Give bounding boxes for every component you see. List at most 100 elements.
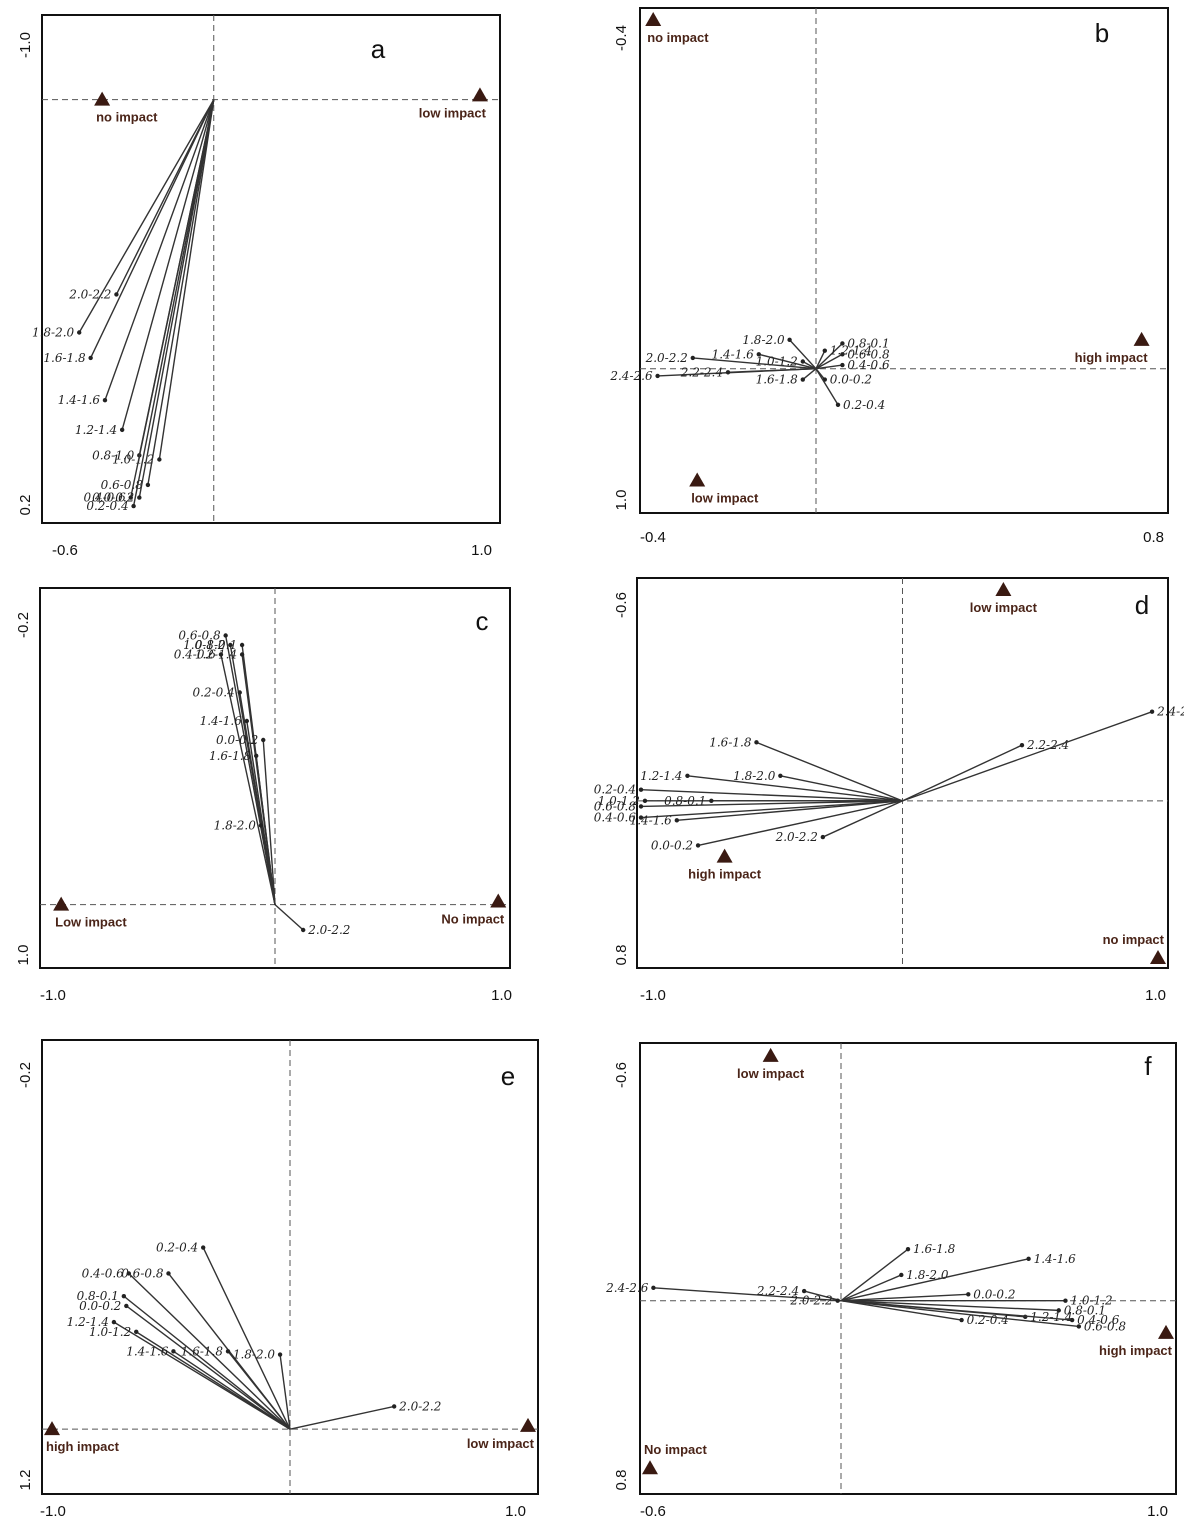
vector-0-4-0-6	[640, 800, 903, 819]
vector-0-4-0-6	[130, 99, 215, 498]
vector-label: 2.0-2.2	[398, 1399, 441, 1413]
y-tick-label: -0.6	[613, 592, 630, 618]
vector-label: 1.0-1.2	[598, 794, 640, 808]
treatment-label-low-impact: low impact	[691, 491, 759, 506]
vector-label: 0.8-1.0	[92, 448, 135, 462]
vector-label: 0.6-0.8	[1084, 1319, 1127, 1333]
vector-tip	[899, 1272, 904, 1278]
treatment-marker	[645, 12, 662, 26]
vector-tip	[835, 1298, 840, 1303]
vector-label: 0.4-0.6	[82, 1266, 125, 1280]
vector-tip	[239, 652, 245, 657]
vector-tip	[822, 348, 827, 353]
x-tick-label: 1.0	[505, 1503, 526, 1520]
vector-0-4-0-6	[815, 364, 843, 370]
vector-label: 1.6-1.8	[181, 1344, 224, 1358]
vector-tip	[77, 330, 82, 335]
vector-label: 0.4-0.6	[1077, 1313, 1120, 1327]
panel-c: -1.0 1.0 -0.2 1.0 c 0.6-0.81.0-1.20.8-0.10.4-…	[15, 587, 512, 1004]
treatment-marker	[1150, 950, 1166, 964]
vector-tip	[237, 690, 242, 695]
vector-label: 1.0-1.2	[89, 1325, 131, 1339]
panel-e: -1.0 1.0 -0.2 1.2 e 0.2-0.4 0.4-0.60.6-0.80.8-…	[17, 1039, 539, 1520]
y-tick-label: 1.0	[613, 490, 630, 511]
vector-label: 0.8-0.1	[664, 794, 706, 808]
vector-label: 2.4-2.6	[1156, 705, 1184, 719]
vector-tip	[725, 370, 731, 375]
vector-tip	[1069, 1317, 1075, 1323]
vector-tip	[102, 398, 108, 403]
vector-label: 1.2-1.4	[195, 648, 237, 662]
vector-tip	[820, 834, 826, 840]
vector-2-4-2-6	[902, 711, 1153, 802]
vector-label: 0.2-0.4	[156, 1241, 198, 1255]
vector-label: 0.2-0.4	[86, 499, 128, 513]
vector-label: 1.0-1.2	[183, 638, 225, 652]
vector-1-6-1-8	[840, 1248, 909, 1302]
panel-label: b	[1095, 18, 1109, 48]
vector-label: 1.6-1.8	[756, 373, 799, 387]
vector-tip	[391, 1404, 397, 1409]
vector-0-0-0-2	[262, 739, 276, 905]
vector-label: 1.4-1.6	[58, 393, 101, 407]
vector-label: 0.2-0.4	[843, 398, 885, 412]
treatment-marker	[520, 1417, 536, 1432]
treatment-label-low-impact: Low impact	[55, 915, 127, 930]
vector-tip	[778, 773, 783, 778]
vector-label: 0.6-0.8	[121, 1266, 164, 1280]
vector-2-2-2-4	[902, 744, 1023, 802]
vector-tip	[114, 292, 119, 297]
vector-0-2-0-4	[132, 99, 215, 507]
x-tick-label: -1.0	[640, 987, 666, 1004]
vector-tip	[145, 482, 151, 488]
vector-tip	[225, 1349, 231, 1354]
panel-label: c	[476, 606, 489, 636]
vector-label: 2.0-2.2	[775, 830, 818, 844]
vector-label: 2.0-2.2	[789, 1294, 832, 1308]
y-tick-label: -0.4	[613, 25, 630, 51]
vector-1-8-2-0	[260, 825, 276, 905]
vector-tip	[171, 1349, 176, 1354]
vector-label: 0.8-0.1	[1064, 1303, 1106, 1317]
vector-label: 1.6-1.8	[913, 1242, 956, 1256]
vector-tip	[756, 352, 761, 357]
panel-a: -0.6 1.0 -1.0 0.2 a 2.0-2.2 1.8-2.0 1.6-1.8 1.4-…	[17, 14, 501, 559]
vector-tip	[126, 1271, 131, 1276]
treatment-label-no-impact: no impact	[1103, 932, 1165, 947]
treatment-marker	[94, 91, 111, 106]
y-tick-label: 1.2	[17, 1470, 34, 1491]
vector-label: 0.8-0.1	[195, 638, 237, 652]
vector-tip	[835, 402, 841, 407]
treatment-marker	[53, 896, 70, 911]
vector-1-4-1-6	[758, 353, 817, 370]
vector-label: 0.2-0.4	[967, 1313, 1009, 1327]
vector-0-4-0-6	[220, 654, 276, 905]
vector-label: 0.4-0.6	[84, 491, 127, 505]
vector-tip	[137, 495, 142, 500]
vector-label: 1.8-2.0	[733, 769, 776, 783]
panel-label: a	[371, 34, 386, 64]
vector-label: 0.6-0.8	[847, 347, 890, 361]
x-tick-label: 1.0	[1147, 1503, 1168, 1520]
treatment-label-no-impact: No impact	[644, 1442, 708, 1457]
vector-tip	[685, 773, 690, 778]
x-tick-label: -0.4	[640, 529, 666, 546]
vector-1-6-1-8	[756, 741, 903, 802]
treatment-label-low-impact: low impact	[467, 1436, 535, 1451]
vector-tip	[1076, 1324, 1082, 1329]
vector-tip	[239, 642, 245, 648]
vector-tip	[690, 355, 695, 361]
vector-tip	[228, 642, 233, 648]
treatment-label-low-impact: low impact	[970, 600, 1038, 615]
vector-1-6-1-8	[90, 99, 215, 359]
vector-2-4-2-6	[653, 1287, 842, 1302]
vector-0-8-0-1	[840, 1300, 1059, 1312]
vector-label: 1.6-1.8	[43, 351, 86, 365]
vector-1-4-1-6	[840, 1258, 1029, 1302]
plot-frame	[639, 7, 1169, 514]
plot-frame	[639, 1042, 1177, 1495]
vector-tip	[244, 718, 249, 724]
x-tick-label: 1.0	[1145, 987, 1166, 1004]
vector-label: 0.4-0.6	[847, 358, 890, 372]
y-tick-label: -0.6	[613, 1062, 630, 1088]
